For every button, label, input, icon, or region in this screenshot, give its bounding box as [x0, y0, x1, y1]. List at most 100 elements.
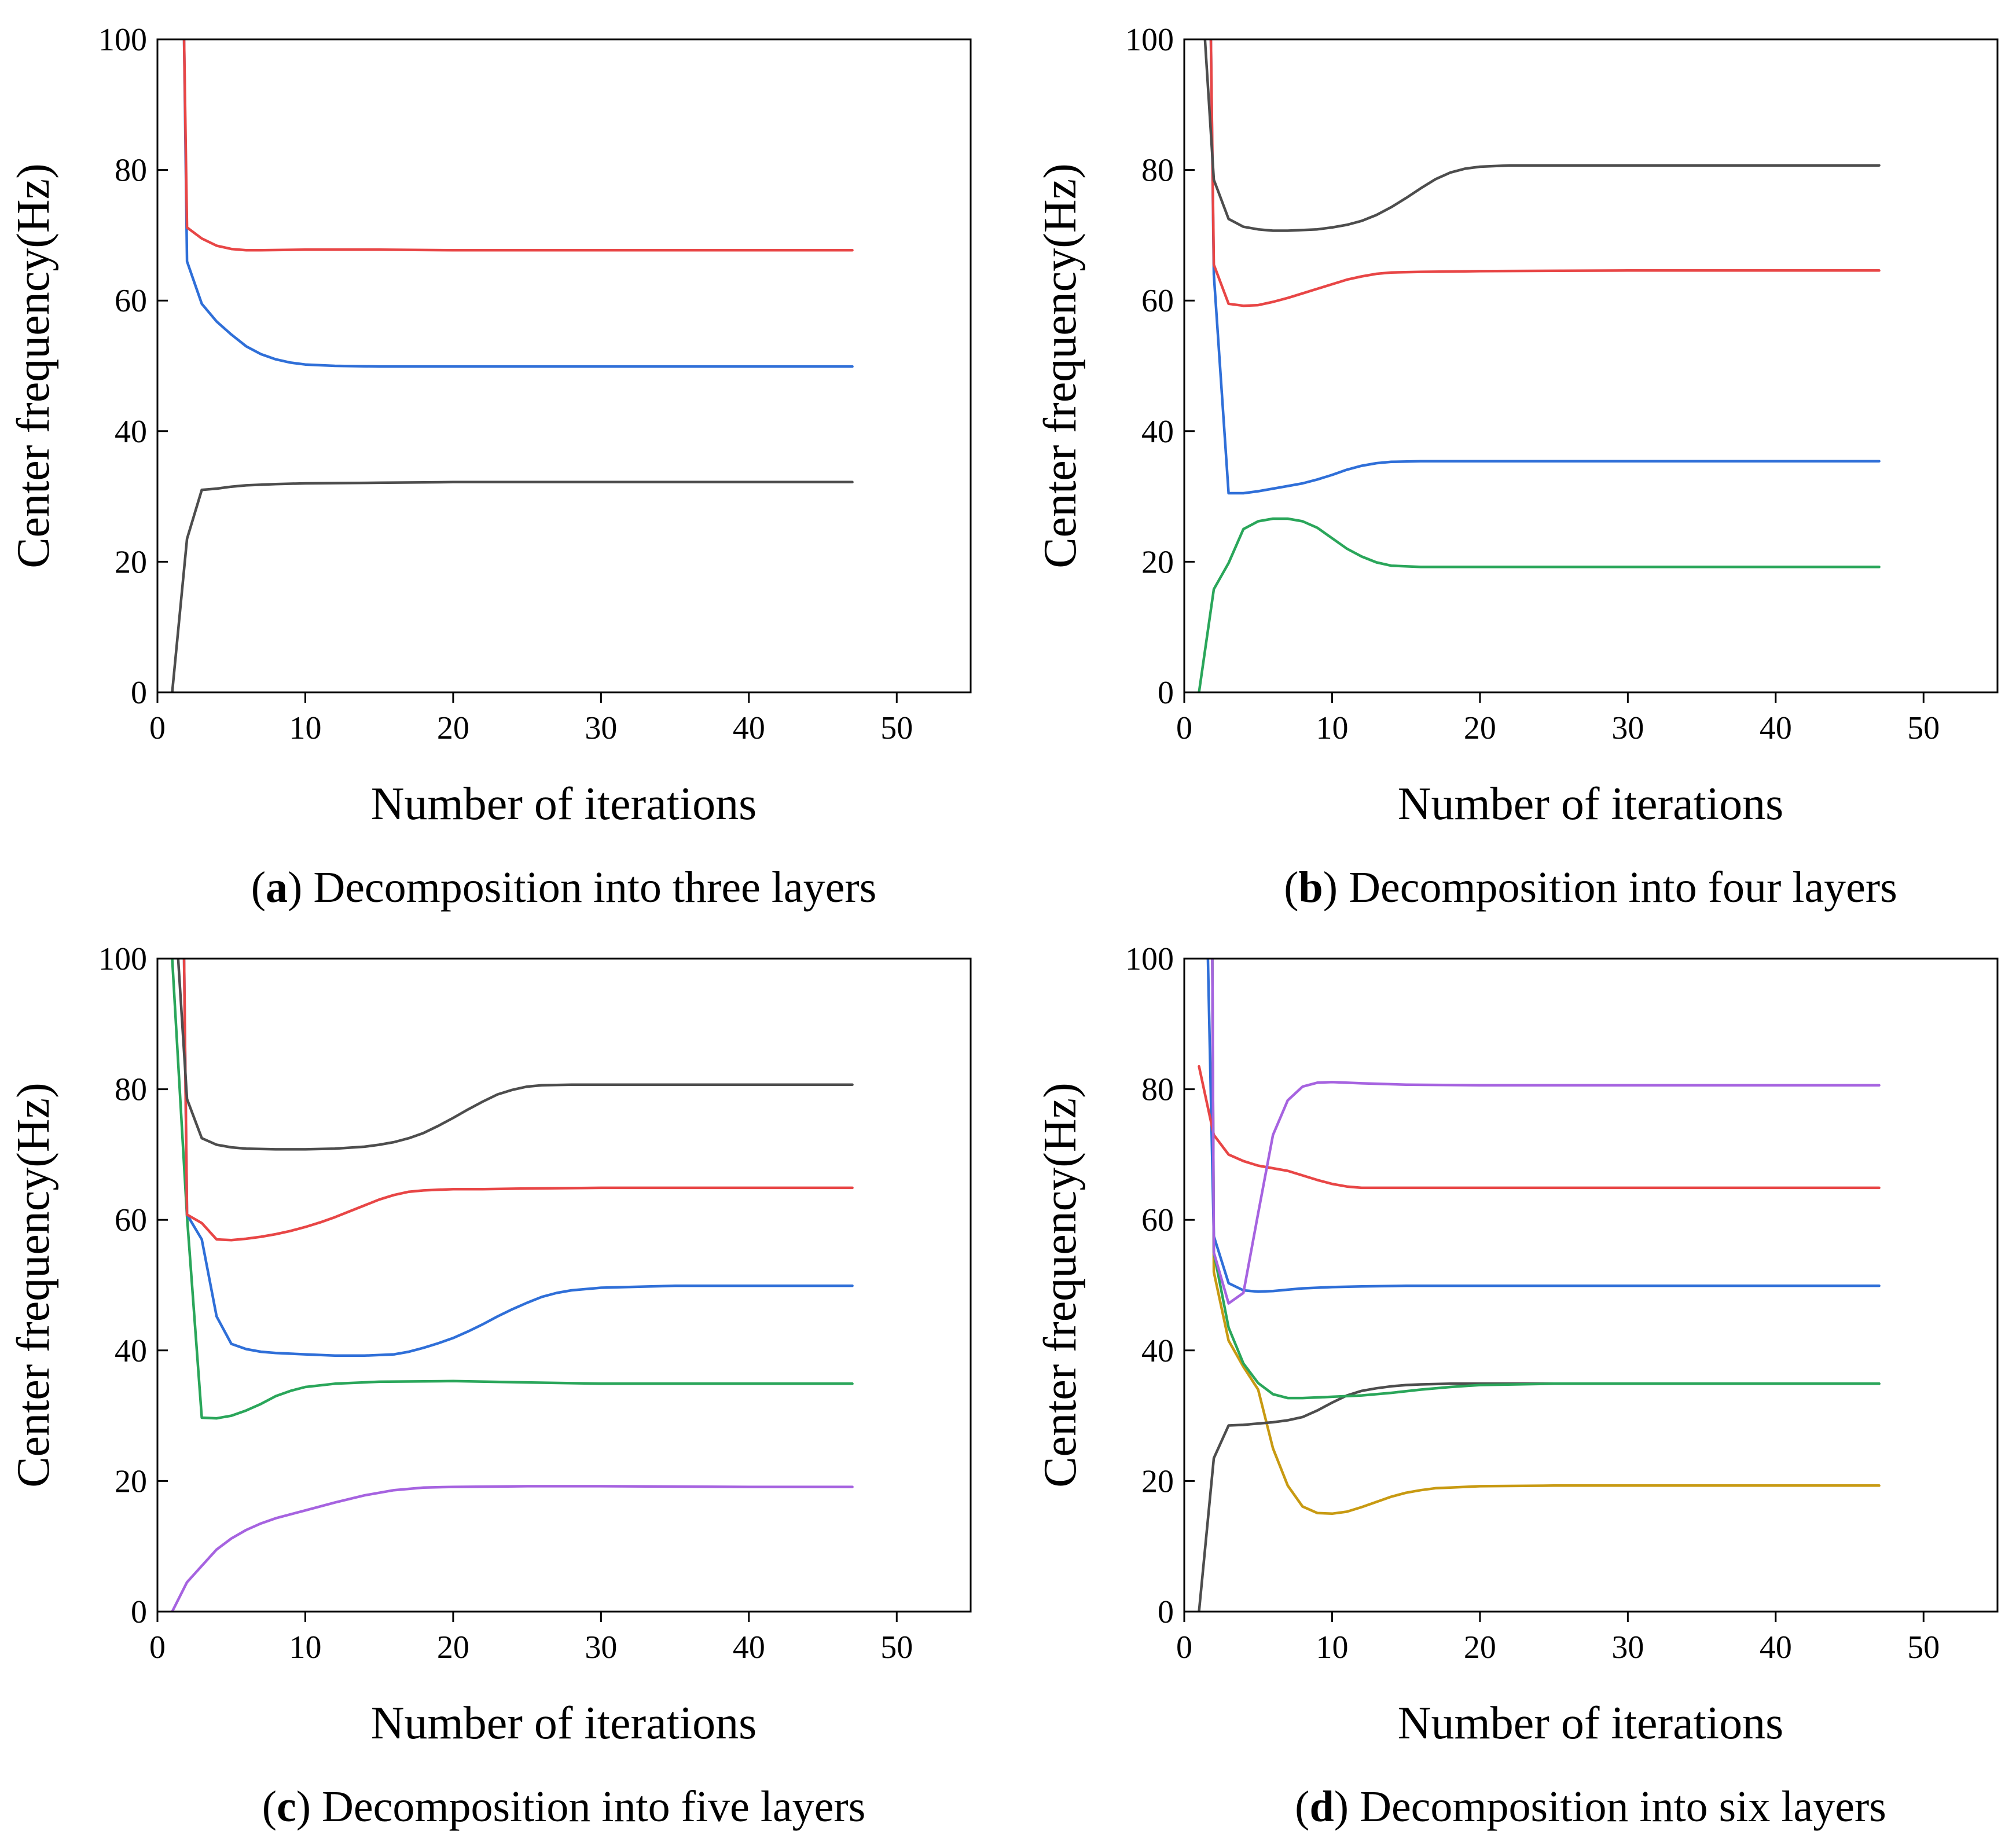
series-line-c-1: [171, 1485, 854, 1612]
x-tick-label-c-20: 20: [437, 1630, 469, 1665]
y-tick-label-b-20: 20: [1141, 544, 1174, 580]
panel-caption-b: (b) Decomposition into four layers: [1284, 863, 1897, 912]
x-tick-label-c-10: 10: [289, 1630, 321, 1665]
y-tick-label-a-0: 0: [131, 675, 147, 711]
x-tick-label-b-30: 30: [1611, 710, 1644, 746]
series-line-a-2: [182, 39, 854, 368]
plot-area-c: [171, 959, 854, 1612]
plot-area-b: [1198, 39, 1881, 692]
x-tick-label-b-50: 50: [1907, 710, 1940, 746]
x-axis-title-b: Number of iterations: [1398, 779, 1783, 830]
axis-ticks-a: 0 10 20 30 40 50 0 20 40 60 80 100: [98, 22, 913, 746]
x-axis-title-a: Number of iterations: [371, 779, 757, 830]
y-tick-label-c-60: 60: [115, 1202, 147, 1238]
y-tick-label-a-80: 80: [115, 153, 147, 189]
x-axis-title-c: Number of iterations: [371, 1698, 757, 1749]
y-axis-title-a: Center frequency(Hz): [8, 163, 59, 568]
y-tick-label-c-0: 0: [131, 1594, 147, 1630]
y-tick-label-a-60: 60: [115, 283, 147, 319]
x-tick-label-a-40: 40: [733, 710, 765, 746]
series-line-b-3: [1209, 39, 1881, 307]
series-line-c-5: [177, 959, 854, 1151]
panel-c: 0 10 20 30 40 50 0 20 40 60 80 100 Number of iterat…: [8, 941, 972, 1831]
panel-letter-b: b: [1299, 863, 1323, 912]
series-line-b-2: [1209, 39, 1881, 495]
x-tick-label-c-30: 30: [585, 1630, 617, 1665]
panel-b: 0 10 20 30 40 50 0 20 40 60 80 100 Number of iterat…: [1035, 22, 1999, 912]
y-tick-label-b-0: 0: [1158, 675, 1174, 711]
series-line-a-1: [171, 480, 854, 692]
y-tick-label-d-80: 80: [1141, 1072, 1174, 1108]
panel-caption-d: (d) Decomposition into six layers: [1295, 1782, 1886, 1831]
y-tick-label-a-40: 40: [115, 414, 147, 450]
panel-caption-text-b: Decomposition into four layers: [1349, 863, 1897, 912]
panel-letter-a: a: [266, 863, 288, 912]
plot-frame-d: [1183, 957, 1999, 1613]
panel-caption-a: (a) Decomposition into three layers: [251, 863, 877, 912]
series-line-c-4: [182, 959, 854, 1242]
series-line-d-2: [1198, 1382, 1881, 1612]
y-tick-label-a-20: 20: [115, 544, 147, 580]
x-tick-label-c-50: 50: [880, 1630, 913, 1665]
y-tick-label-b-100: 100: [1125, 22, 1174, 58]
plot-area-a: [171, 39, 854, 692]
y-axis-title-d: Center frequency(Hz): [1035, 1083, 1086, 1488]
axis-ticks-c: 0 10 20 30 40 50 0 20 40 60 80 100: [98, 941, 913, 1665]
plot-frame-b: [1183, 38, 1999, 693]
y-tick-label-b-80: 80: [1141, 153, 1174, 189]
x-tick-label-c-40: 40: [733, 1630, 765, 1665]
x-tick-label-d-50: 50: [1907, 1630, 1940, 1665]
x-tick-label-d-40: 40: [1760, 1630, 1792, 1665]
y-tick-label-c-80: 80: [115, 1072, 147, 1108]
series-line-d-1: [1211, 959, 1881, 1516]
series-line-c-3: [182, 959, 854, 1357]
y-tick-label-d-0: 0: [1158, 1594, 1174, 1630]
panel-caption-text-c: Decomposition into five layers: [322, 1782, 865, 1831]
panel-letter-c: c: [277, 1782, 296, 1831]
panel-d: 0 10 20 30 40 50 0 20 40 60 80 100 Number of iterat…: [1035, 941, 1999, 1831]
x-tick-label-a-20: 20: [437, 710, 469, 746]
x-tick-label-d-10: 10: [1316, 1630, 1348, 1665]
x-tick-label-d-30: 30: [1611, 1630, 1644, 1665]
y-tick-label-c-100: 100: [98, 941, 147, 977]
y-tick-label-d-60: 60: [1141, 1202, 1174, 1238]
x-tick-label-a-10: 10: [289, 710, 321, 746]
series-line-d-4: [1206, 959, 1881, 1293]
y-tick-label-c-40: 40: [115, 1333, 147, 1369]
x-axis-title-d: Number of iterations: [1398, 1698, 1783, 1749]
y-tick-label-d-100: 100: [1125, 941, 1174, 977]
x-tick-label-a-30: 30: [585, 710, 617, 746]
x-tick-label-d-20: 20: [1464, 1630, 1496, 1665]
series-line-b-4: [1203, 39, 1881, 232]
plot-area-d: [1198, 959, 1881, 1612]
y-axis-title-c: Center frequency(Hz): [8, 1083, 59, 1488]
y-tick-label-a-100: 100: [98, 22, 147, 58]
plot-frame-c: [156, 957, 972, 1613]
x-tick-label-d-0: 0: [1176, 1630, 1192, 1665]
panel-caption-text-d: Decomposition into six layers: [1360, 1782, 1886, 1831]
panel-caption-c: (c) Decomposition into five layers: [262, 1782, 866, 1831]
y-tick-label-b-60: 60: [1141, 283, 1174, 319]
plot-frame-a: [156, 38, 972, 693]
y-tick-label-c-20: 20: [115, 1463, 147, 1499]
x-tick-label-c-0: 0: [149, 1630, 166, 1665]
series-line-a-3: [182, 39, 854, 252]
x-tick-label-b-20: 20: [1464, 710, 1496, 746]
x-tick-label-a-50: 50: [880, 710, 913, 746]
y-tick-label-b-40: 40: [1141, 414, 1174, 450]
panel-a: 0 10 20 30 40 50 0 20 40 60 80 100 Number of iterat…: [8, 22, 972, 912]
y-tick-label-d-40: 40: [1141, 1333, 1174, 1369]
x-tick-label-b-40: 40: [1760, 710, 1792, 746]
axis-ticks-b: 0 10 20 30 40 50 0 20 40 60 80 100: [1125, 22, 1940, 746]
y-axis-title-b: Center frequency(Hz): [1035, 163, 1086, 568]
y-tick-label-d-20: 20: [1141, 1463, 1174, 1499]
x-tick-label-b-10: 10: [1316, 710, 1348, 746]
x-tick-label-a-0: 0: [149, 710, 166, 746]
series-line-c-2: [171, 959, 854, 1420]
x-tick-label-b-0: 0: [1176, 710, 1192, 746]
series-line-d-6: [1211, 959, 1881, 1305]
axis-ticks-d: 0 10 20 30 40 50 0 20 40 60 80 100: [1125, 941, 1940, 1665]
series-line-b-1: [1198, 517, 1881, 692]
series-line-d-5: [1198, 1065, 1881, 1190]
